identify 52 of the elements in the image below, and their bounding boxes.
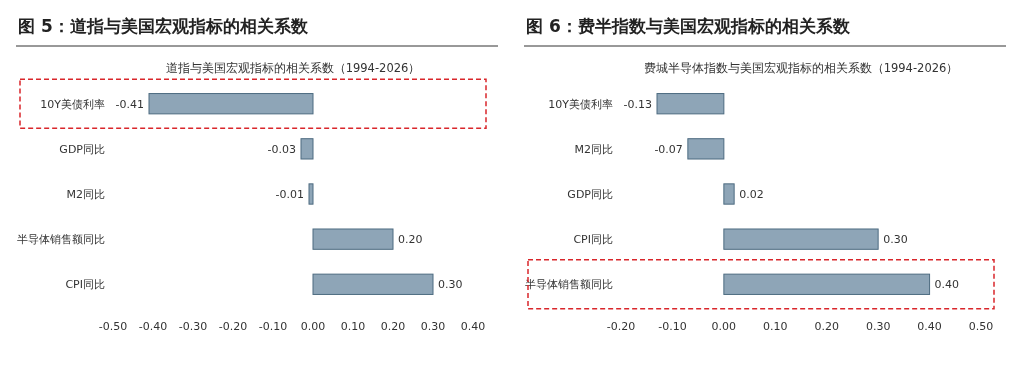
bar <box>312 228 394 250</box>
y-tick-label: M2同比 <box>574 142 613 156</box>
data-label: -0.07 <box>654 142 683 156</box>
data-label: -0.13 <box>623 97 652 111</box>
x-tick-label: 0.20 <box>380 320 406 333</box>
bar <box>723 273 931 295</box>
y-tick-label: 10Y美债利率 <box>548 97 613 111</box>
data-label: 0.20 <box>398 233 423 246</box>
x-tick-label: -0.30 <box>178 320 208 333</box>
x-tick-label: -0.10 <box>658 320 687 333</box>
bar <box>312 273 434 295</box>
bar <box>148 93 314 115</box>
x-tick-label: -0.40 <box>138 320 168 333</box>
x-tick-label: 0.10 <box>763 320 788 333</box>
bar <box>687 138 725 160</box>
y-tick-label: CPI同比 <box>573 233 613 246</box>
data-label: 0.30 <box>438 278 463 292</box>
data-label: 0.30 <box>883 233 908 246</box>
y-tick-label: GDP同比 <box>59 142 105 156</box>
y-tick-label: CPI同比 <box>65 278 105 292</box>
chart-subtitle: 道指与美国宏观指标的相关系数（1994-2026） <box>165 61 421 75</box>
data-label: -0.01 <box>275 187 304 201</box>
chart-subtitle: 费城半导体指数与美国宏观指标的相关系数（1994-2026） <box>643 61 959 75</box>
x-tick-label: -0.20 <box>218 320 248 333</box>
data-label: 0.40 <box>934 278 960 292</box>
chart-title: 图 6：费半指数与美国宏观指标的相关系数 <box>526 16 851 36</box>
x-tick-label: 0.50 <box>968 320 994 333</box>
x-tick-label: 0.40 <box>460 320 486 333</box>
data-label: -0.03 <box>267 142 296 156</box>
bar <box>656 93 725 115</box>
bar <box>308 183 314 205</box>
x-tick-label: 0.00 <box>300 320 326 333</box>
y-tick-label: M2同比 <box>66 187 105 201</box>
y-tick-label: 10Y美债利率 <box>40 97 105 111</box>
bar <box>723 228 879 250</box>
data-label: -0.41 <box>115 97 144 111</box>
y-tick-label: 半导体销售额同比 <box>17 233 105 246</box>
bar <box>300 138 314 160</box>
x-tick-label: 0.30 <box>420 320 446 333</box>
x-tick-label: 0.00 <box>711 320 737 333</box>
data-label: 0.02 <box>739 187 764 201</box>
x-tick-label: 0.30 <box>865 320 891 333</box>
x-tick-label: 0.40 <box>917 320 942 333</box>
x-tick-label: -0.10 <box>258 320 288 333</box>
x-tick-label: 0.10 <box>340 320 366 333</box>
x-tick-label: -0.20 <box>606 320 636 333</box>
x-tick-label: 0.20 <box>814 320 839 333</box>
y-tick-label: GDP同比 <box>567 187 613 201</box>
bar <box>723 183 735 205</box>
x-tick-label: -0.50 <box>98 320 128 333</box>
chart-title: 图 5：道指与美国宏观指标的相关系数 <box>18 16 309 36</box>
y-tick-label: 半导体销售额同比 <box>525 278 613 292</box>
